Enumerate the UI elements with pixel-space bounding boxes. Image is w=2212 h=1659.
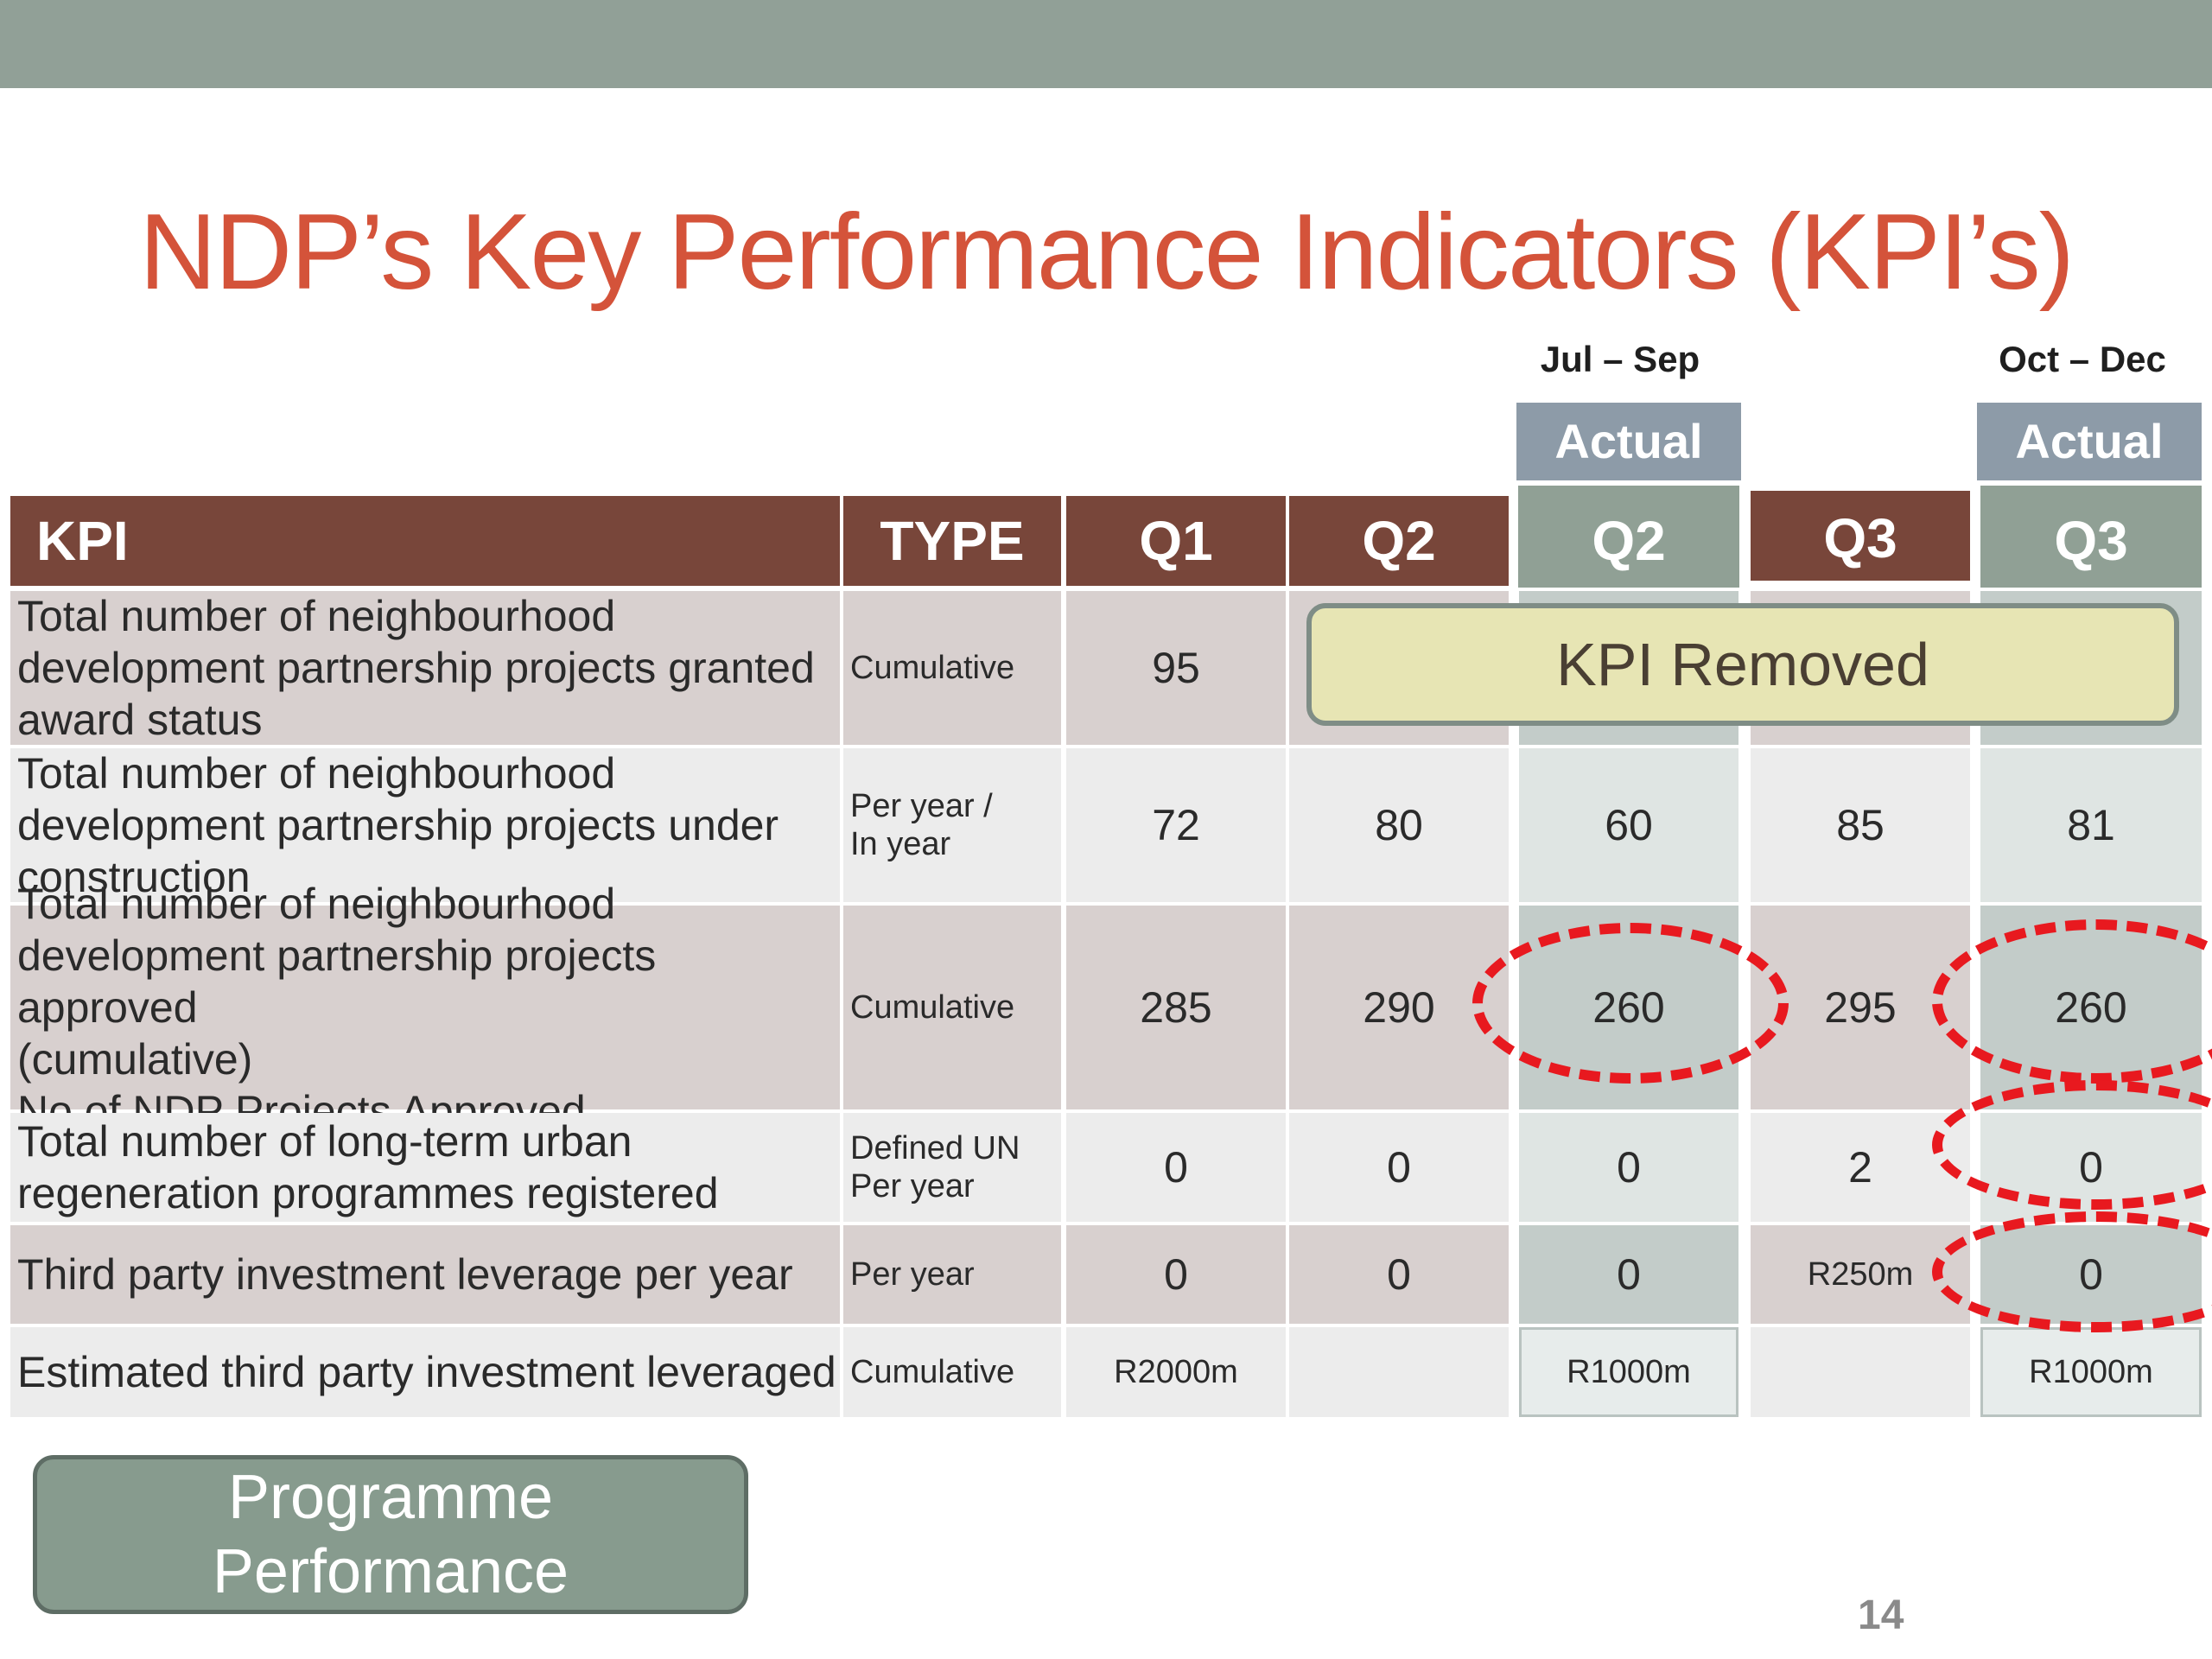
table-cell-kpi: Total number of long-term urban regenerat… <box>10 1113 840 1222</box>
page-title: NDP’s Key Performance Indicators (KPI’s) <box>139 193 2075 312</box>
programme-button-line-2: Performance <box>212 1537 569 1606</box>
kpi-text-line: development partnership projects granted <box>17 644 815 692</box>
table-cell-type: Cumulative <box>843 591 1061 745</box>
type-text-line: Per year <box>850 1168 975 1205</box>
kpi-text-line: (cumulative) <box>17 1035 253 1084</box>
table-cell-q1: 285 <box>1066 906 1286 1109</box>
table-cell-type: Defined UN Per year <box>843 1113 1061 1222</box>
table-cell-kpi: Total number of neighbourhood development… <box>10 591 840 745</box>
table-cell-type: Cumulative <box>843 906 1061 1109</box>
table-cell-kpi: Total number of neighbourhood development… <box>10 880 840 1135</box>
period-label-q3-actual: Oct – Dec <box>1999 339 2166 379</box>
table-cell-q1: 0 <box>1066 1225 1286 1324</box>
header-q2: Q2 <box>1289 496 1509 586</box>
page-number: 14 <box>1858 1592 1904 1638</box>
actual-label-q2: Actual <box>1516 403 1741 480</box>
type-text-line: In year <box>850 826 951 862</box>
table-cell-type: Per year / In year <box>843 748 1061 902</box>
header-q2-actual: Q2 <box>1518 486 1739 588</box>
highlight-circle-q3-actual-leverage <box>1932 1211 2212 1332</box>
type-text-line: Cumulative <box>850 989 1015 1026</box>
kpi-removed-banner: KPI Removed <box>1306 603 2179 726</box>
table-cell-q2: 290 <box>1289 906 1509 1109</box>
kpi-text-line: regeneration programmes registered <box>17 1169 719 1217</box>
period-label-q2-actual: Jul – Sep <box>1540 339 1700 379</box>
header-q1: Q1 <box>1066 496 1286 586</box>
type-text-line: Cumulative <box>850 650 1015 686</box>
type-text-line: Per year <box>850 1256 975 1293</box>
table-cell-q2 <box>1289 1327 1509 1417</box>
table-cell-q2: 0 <box>1289 1225 1509 1324</box>
kpi-text-line: development partnership projects under <box>17 801 779 849</box>
kpi-text-line: award status <box>17 696 263 744</box>
table-cell-q2-actual: 0 <box>1519 1113 1738 1222</box>
table-cell-q2: 80 <box>1289 748 1509 902</box>
highlight-circle-q3-actual-approved <box>1932 919 2212 1084</box>
table-cell-q3: 85 <box>1751 748 1970 902</box>
programme-performance-button[interactable]: Programme Performance <box>33 1455 748 1614</box>
table-cell-q2-actual: 0 <box>1519 1225 1738 1324</box>
header-kpi: KPI <box>10 496 840 586</box>
highlight-circle-q2-actual-approved <box>1472 923 1789 1084</box>
table-cell-q2: 0 <box>1289 1113 1509 1222</box>
actual-label-q3: Actual <box>1977 403 2202 480</box>
kpi-text-line: Total number of long-term urban <box>17 1117 632 1166</box>
table-cell-q3: 2 <box>1751 1113 1970 1222</box>
header-q3: Q3 <box>1751 491 1970 581</box>
table-cell-q1: 0 <box>1066 1113 1286 1222</box>
table-cell-q2-actual: 60 <box>1519 748 1738 902</box>
top-band <box>0 0 2212 88</box>
kpi-text-line: Total number of neighbourhood <box>17 880 616 928</box>
table-cell-q3 <box>1751 1327 1970 1417</box>
table-cell-q1: 95 <box>1066 591 1286 745</box>
programme-button-line-1: Programme <box>227 1463 554 1532</box>
kpi-text-line: construction <box>17 853 251 901</box>
type-text-line: Defined UN <box>850 1130 1020 1166</box>
header-q3-actual: Q3 <box>1980 486 2202 588</box>
table-cell-kpi: Total number of neighbourhood development… <box>10 748 840 902</box>
kpi-text-line: development partnership projects approve… <box>17 931 657 1032</box>
table-cell-q3-actual: R1000m <box>1980 1327 2202 1417</box>
header-type: TYPE <box>843 496 1061 586</box>
table-cell-q1: 72 <box>1066 748 1286 902</box>
kpi-text-line: Total number of neighbourhood <box>17 592 616 640</box>
highlight-circle-q3-actual-programmes <box>1932 1080 2212 1210</box>
kpi-text-line: Estimated third party investment leverag… <box>17 1348 836 1396</box>
type-text-line: Cumulative <box>850 1354 1015 1390</box>
table-cell-type: Cumulative <box>843 1327 1061 1417</box>
kpi-text-line: Total number of neighbourhood <box>17 749 616 798</box>
table-cell-kpi: Third party investment leverage per year <box>10 1225 840 1324</box>
table-cell-q1: R2000m <box>1066 1327 1286 1417</box>
table-cell-type: Per year <box>843 1225 1061 1324</box>
table-cell-q3-actual: 81 <box>1980 748 2202 902</box>
kpi-text-line: Third party investment leverage per year <box>17 1250 793 1299</box>
table-cell-kpi: Estimated third party investment leverag… <box>10 1327 840 1417</box>
type-text-line: Per year / <box>850 788 993 824</box>
table-cell-q2-actual: R1000m <box>1519 1327 1738 1417</box>
